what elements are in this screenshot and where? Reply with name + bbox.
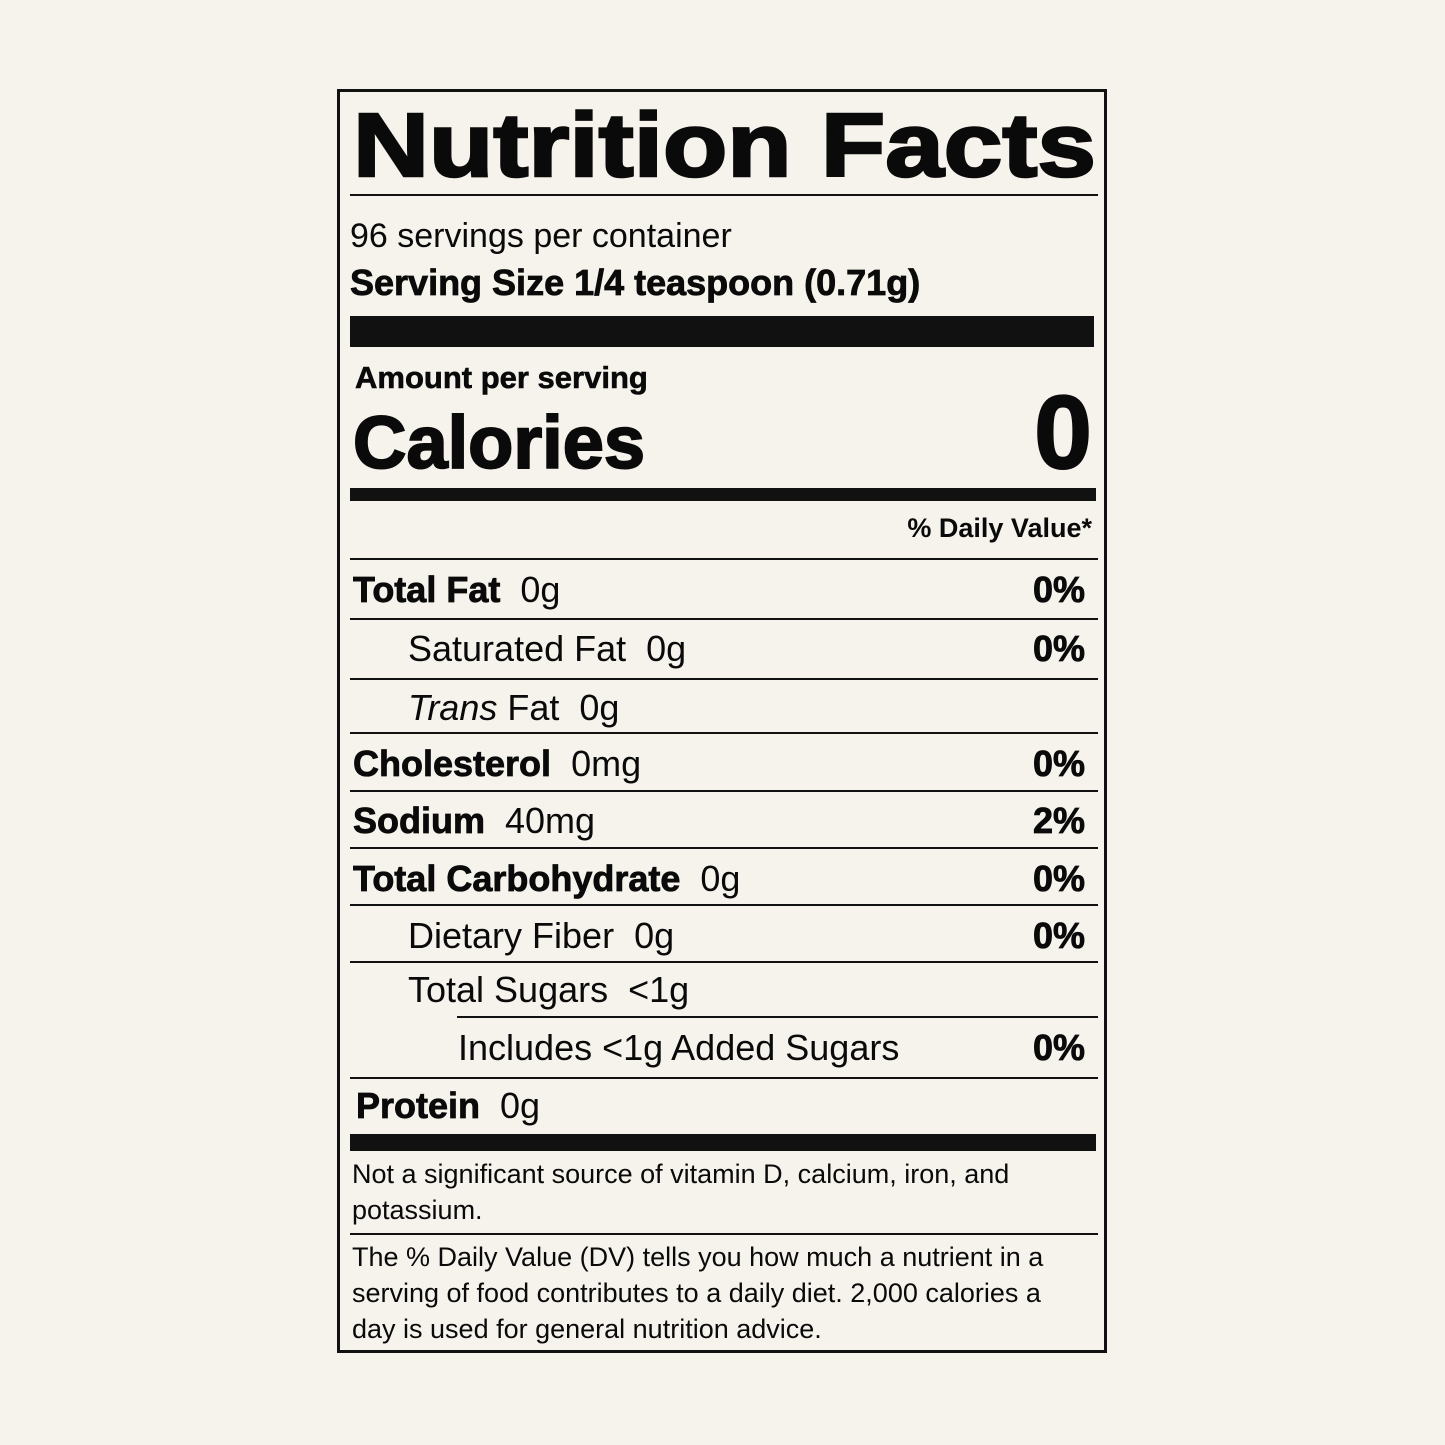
nutrient-amount: 0g: [646, 628, 687, 669]
nutrient-amount: 0g: [500, 1085, 541, 1126]
nutrient-name-italic: Trans: [408, 687, 498, 728]
nutrient-amount: 0g: [700, 858, 741, 899]
divider: [350, 1077, 1098, 1079]
divider: [350, 678, 1098, 680]
nutrient-name: Cholesterol: [353, 743, 552, 785]
medium-divider: [350, 488, 1096, 501]
nutrient-row-sodium: Sodium 40mg 2%: [353, 799, 1086, 843]
divider: [457, 1016, 1098, 1018]
amount-per-serving: Amount per serving: [355, 360, 648, 396]
nutrient-name: Dietary Fiber: [408, 915, 615, 956]
nutrient-amount: <1g: [628, 969, 690, 1010]
divider: [350, 194, 1098, 196]
nutrient-name: Saturated Fat: [408, 628, 627, 669]
nutrient-row-cholesterol: Cholesterol 0mg 0%: [353, 742, 1086, 786]
nutrient-row-dietary-fiber: Dietary Fiber 0g 0%: [408, 914, 1085, 958]
nutrient-name: Fat: [507, 687, 560, 728]
nutrient-dv: 0%: [1032, 743, 1086, 785]
nutrient-row-added-sugars: Includes <1g Added Sugars 0%: [458, 1026, 1085, 1070]
nutrient-dv: 0%: [1032, 569, 1086, 611]
divider: [350, 1233, 1098, 1235]
nutrient-amount: 0g: [634, 915, 675, 956]
nutrient-dv: 0%: [1032, 1027, 1086, 1069]
vitamins-footnote: Not a significant source of vitamin D, c…: [352, 1159, 1010, 1225]
nutrient-amount: 40mg: [505, 800, 596, 841]
nutrition-facts-label: Nutrition Facts 96 servings per containe…: [337, 89, 1107, 1353]
divider: [350, 558, 1098, 560]
divider: [350, 904, 1098, 906]
nutrient-name: Total Sugars: [408, 969, 609, 1010]
nutrient-amount: 0g: [520, 569, 561, 610]
nutrient-name: Total Carbohydrate: [353, 858, 681, 900]
nutrient-row-total-carbohydrate: Total Carbohydrate 0g 0%: [353, 857, 1086, 901]
nutrient-name: Total Fat: [353, 569, 501, 611]
thick-divider: [350, 316, 1094, 347]
nutrient-name: Protein: [356, 1085, 481, 1127]
calories-value: 0: [1033, 375, 1093, 491]
nutrient-dv: 2%: [1032, 800, 1086, 842]
nutrient-dv: 0%: [1032, 628, 1086, 670]
nutrient-dv: 0%: [1032, 915, 1086, 957]
calories-label: Calories: [352, 400, 646, 485]
divider: [350, 618, 1098, 620]
servings-per-container: 96 servings per container: [350, 217, 732, 255]
thick-divider: [350, 1134, 1096, 1151]
divider: [350, 847, 1098, 849]
nutrient-name: Sodium: [353, 800, 486, 842]
nutrient-dv: 0%: [1032, 858, 1086, 900]
serving-size: Serving Size 1/4 teaspoon (0.71g): [350, 262, 921, 303]
nutrient-amount: 0mg: [571, 743, 642, 784]
nutrient-name: Includes <1g Added Sugars: [458, 1027, 900, 1068]
nutrient-row-saturated-fat: Saturated Fat 0g 0%: [408, 627, 1085, 671]
nutrient-row-total-sugars: Total Sugars <1g: [408, 968, 1085, 1012]
nutrient-row-protein: Protein 0g: [356, 1084, 1085, 1128]
daily-value-header: % Daily Value*: [907, 513, 1092, 543]
nutrient-row-trans-fat: Trans Fat 0g: [408, 686, 1085, 730]
divider: [350, 961, 1098, 963]
divider: [350, 732, 1098, 734]
nutrient-amount: 0g: [579, 687, 620, 728]
label-title: Nutrition Facts: [352, 95, 1098, 198]
daily-value-footnote: The % Daily Value (DV) tells you how muc…: [352, 1242, 1044, 1344]
nutrient-row-total-fat: Total Fat 0g 0%: [353, 568, 1086, 612]
divider: [350, 790, 1098, 792]
